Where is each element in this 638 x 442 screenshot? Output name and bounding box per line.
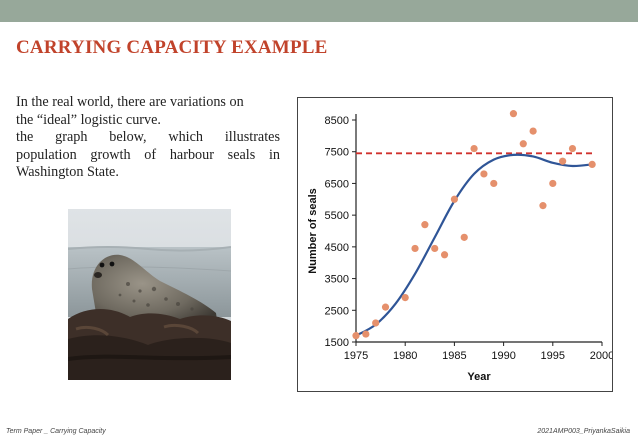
data-point [401, 294, 409, 302]
y-tick-label: 2500 [325, 305, 349, 317]
body-line: population growth of harbour seals in [16, 146, 280, 163]
data-point [470, 144, 478, 153]
footer-left-text: Term Paper _ Carrying Capacity [6, 428, 106, 435]
data-point [490, 179, 498, 188]
y-tick-label: 1500 [325, 337, 349, 349]
y-tick-label: 5500 [325, 210, 349, 222]
x-tick-label: 1995 [541, 350, 565, 362]
data-point [352, 332, 360, 340]
data-point [381, 303, 390, 311]
data-point [549, 179, 557, 188]
data-point [539, 202, 547, 210]
data-point [440, 251, 449, 259]
data-point [460, 233, 468, 241]
body-line: In the real world, there are variations … [16, 94, 244, 110]
y-tick-label: 8500 [325, 115, 349, 127]
footer-right-text: 2021AMP003_PriyankaSaikia [537, 428, 630, 435]
data-point [480, 170, 488, 178]
x-tick-label: 2000 [590, 350, 612, 362]
x-axis-label: Year [467, 371, 491, 383]
y-tick-label: 4500 [325, 242, 349, 254]
data-point [450, 195, 458, 203]
data-point [372, 319, 380, 327]
data-point [411, 244, 419, 253]
x-tick-label: 1975 [344, 350, 368, 362]
y-axis-label: Number of seals [307, 188, 319, 274]
data-point [509, 110, 518, 118]
top-banner [0, 0, 638, 22]
body-text: In the real world, there are variations … [16, 94, 280, 182]
data-point [519, 140, 527, 148]
data-point [431, 244, 439, 253]
y-tick-label: 6500 [325, 178, 349, 190]
x-tick-label: 1990 [491, 350, 515, 362]
data-point [529, 127, 537, 135]
slide-title: CARRYING CAPACITY EXAMPLE [16, 37, 328, 58]
data-point [559, 157, 567, 165]
harbour-seal-photo [68, 209, 231, 380]
logistic-fit-curve [355, 153, 593, 337]
seal-population-chart: 1500 2500 3500 4500 5500 6500 7500 8500 1975 1980… [297, 97, 613, 392]
body-line: the graph below, which illustrates [16, 129, 280, 145]
chart-canvas: 1500 2500 3500 4500 5500 6500 7500 8500 1975 1980… [307, 110, 612, 383]
y-tick-label: 3500 [325, 274, 349, 286]
x-tick-label: 1980 [393, 350, 417, 362]
data-point [421, 221, 429, 229]
data-point [362, 330, 370, 338]
y-tick-label: 7500 [325, 147, 349, 159]
data-point [568, 144, 577, 153]
data-point [588, 160, 596, 168]
x-tick-label: 1985 [442, 350, 466, 362]
body-line: the “ideal” logistic curve. [16, 111, 161, 128]
body-line: Washington State. [16, 164, 119, 180]
